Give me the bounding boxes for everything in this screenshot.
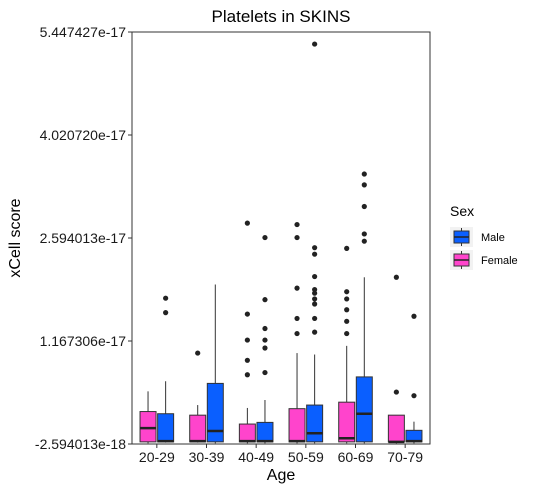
chart-title: Platelets in SKINS (212, 7, 351, 26)
outlier-point (262, 325, 268, 332)
box-body (206, 382, 224, 443)
outlier-point (312, 315, 318, 322)
outlier-point (244, 357, 250, 363)
x-tick-label: 70-79 (387, 449, 423, 465)
outlier-point (244, 337, 250, 343)
outlier-point (312, 296, 318, 302)
outlier-point (163, 310, 169, 316)
x-axis-title: Age (267, 467, 296, 484)
x-tick-label: 50-59 (288, 449, 324, 465)
outlier-point (262, 369, 268, 376)
x-axis: 20-29 30-39 40-49 50-59 60-69 70-79 (139, 444, 423, 465)
outlier-point (312, 245, 318, 251)
legend-key-male (450, 227, 473, 247)
box-body (256, 421, 274, 443)
outlier-point (262, 337, 268, 343)
box-male-60-69 (355, 171, 373, 444)
y-tick-label: 5.447427e-17 (40, 24, 127, 40)
outlier-point (312, 301, 318, 307)
outlier-point (244, 220, 250, 226)
outlier-point (344, 330, 350, 337)
outlier-point (361, 171, 367, 177)
box-body (238, 423, 256, 443)
y-tick-label: 2.594013e-17 (40, 230, 127, 246)
outlier-point (262, 297, 268, 303)
outlier-point (361, 231, 367, 237)
box-body (288, 408, 306, 443)
box-male-40-49 (256, 234, 274, 444)
outlier-point (344, 307, 350, 313)
box-body (189, 414, 207, 443)
box-female-60-69 (338, 245, 356, 444)
box-body (355, 376, 373, 443)
x-tick-label: 30-39 (189, 449, 225, 465)
box-female-20-29 (139, 391, 157, 444)
outlier-point (262, 345, 268, 351)
outlier-point (344, 296, 350, 302)
outlier-point (312, 329, 318, 335)
outlier-point (344, 318, 350, 324)
outlier-point (312, 290, 318, 296)
box-body (139, 411, 157, 443)
box-female-40-49 (238, 220, 256, 444)
outlier-point (393, 389, 399, 395)
box-male-30-39 (206, 284, 224, 444)
outlier-point (294, 285, 300, 291)
outlier-point (361, 238, 367, 244)
outlier-point (294, 234, 300, 241)
y-tick-label: -2.594013e-18 (35, 436, 126, 452)
box-male-70-79 (405, 313, 423, 444)
x-tick-label: 20-29 (139, 449, 175, 465)
outlier-point (411, 313, 417, 319)
outlier-point (294, 315, 300, 322)
outlier-point (163, 295, 169, 301)
outlier-point (312, 273, 318, 280)
box-female-30-39 (189, 350, 207, 443)
box-male-50-59 (306, 41, 324, 444)
legend-key-female (450, 250, 473, 270)
plot-panel (131, 31, 431, 445)
outlier-point (244, 372, 250, 378)
x-tick-label: 60-69 (338, 449, 374, 465)
outlier-point (344, 245, 350, 251)
box-body (387, 414, 405, 443)
outlier-point (195, 350, 201, 356)
outlier-point (411, 393, 417, 399)
outlier-point (344, 289, 350, 295)
outlier-point (361, 203, 367, 210)
box-body (157, 413, 175, 443)
box-male-20-29 (157, 295, 175, 443)
legend-label-female: Female (481, 255, 518, 267)
outlier-point (312, 41, 318, 47)
y-axis-title: xCell score (7, 198, 24, 277)
y-tick-label: 4.020720e-17 (40, 127, 127, 143)
outlier-point (312, 251, 318, 257)
y-axis: -2.594013e-18 1.167306e-17 2.594013e-17 4.0… (35, 24, 132, 452)
legend-label-male: Male (481, 232, 505, 244)
outlier-point (244, 311, 250, 317)
outlier-point (361, 182, 367, 188)
box-group (139, 41, 423, 444)
outlier-point (312, 286, 318, 293)
box-female-50-59 (288, 221, 306, 444)
outlier-point (262, 234, 268, 241)
x-tick-label: 40-49 (238, 449, 274, 465)
outlier-point (393, 274, 399, 280)
legend: Sex Male Female (450, 203, 518, 270)
box-body (338, 401, 356, 443)
box-body (306, 404, 324, 443)
y-tick-label: 1.167306e-17 (40, 333, 127, 349)
box-female-70-79 (387, 274, 405, 444)
outlier-point (294, 221, 300, 228)
outlier-point (294, 330, 300, 337)
legend-title: Sex (450, 203, 474, 219)
